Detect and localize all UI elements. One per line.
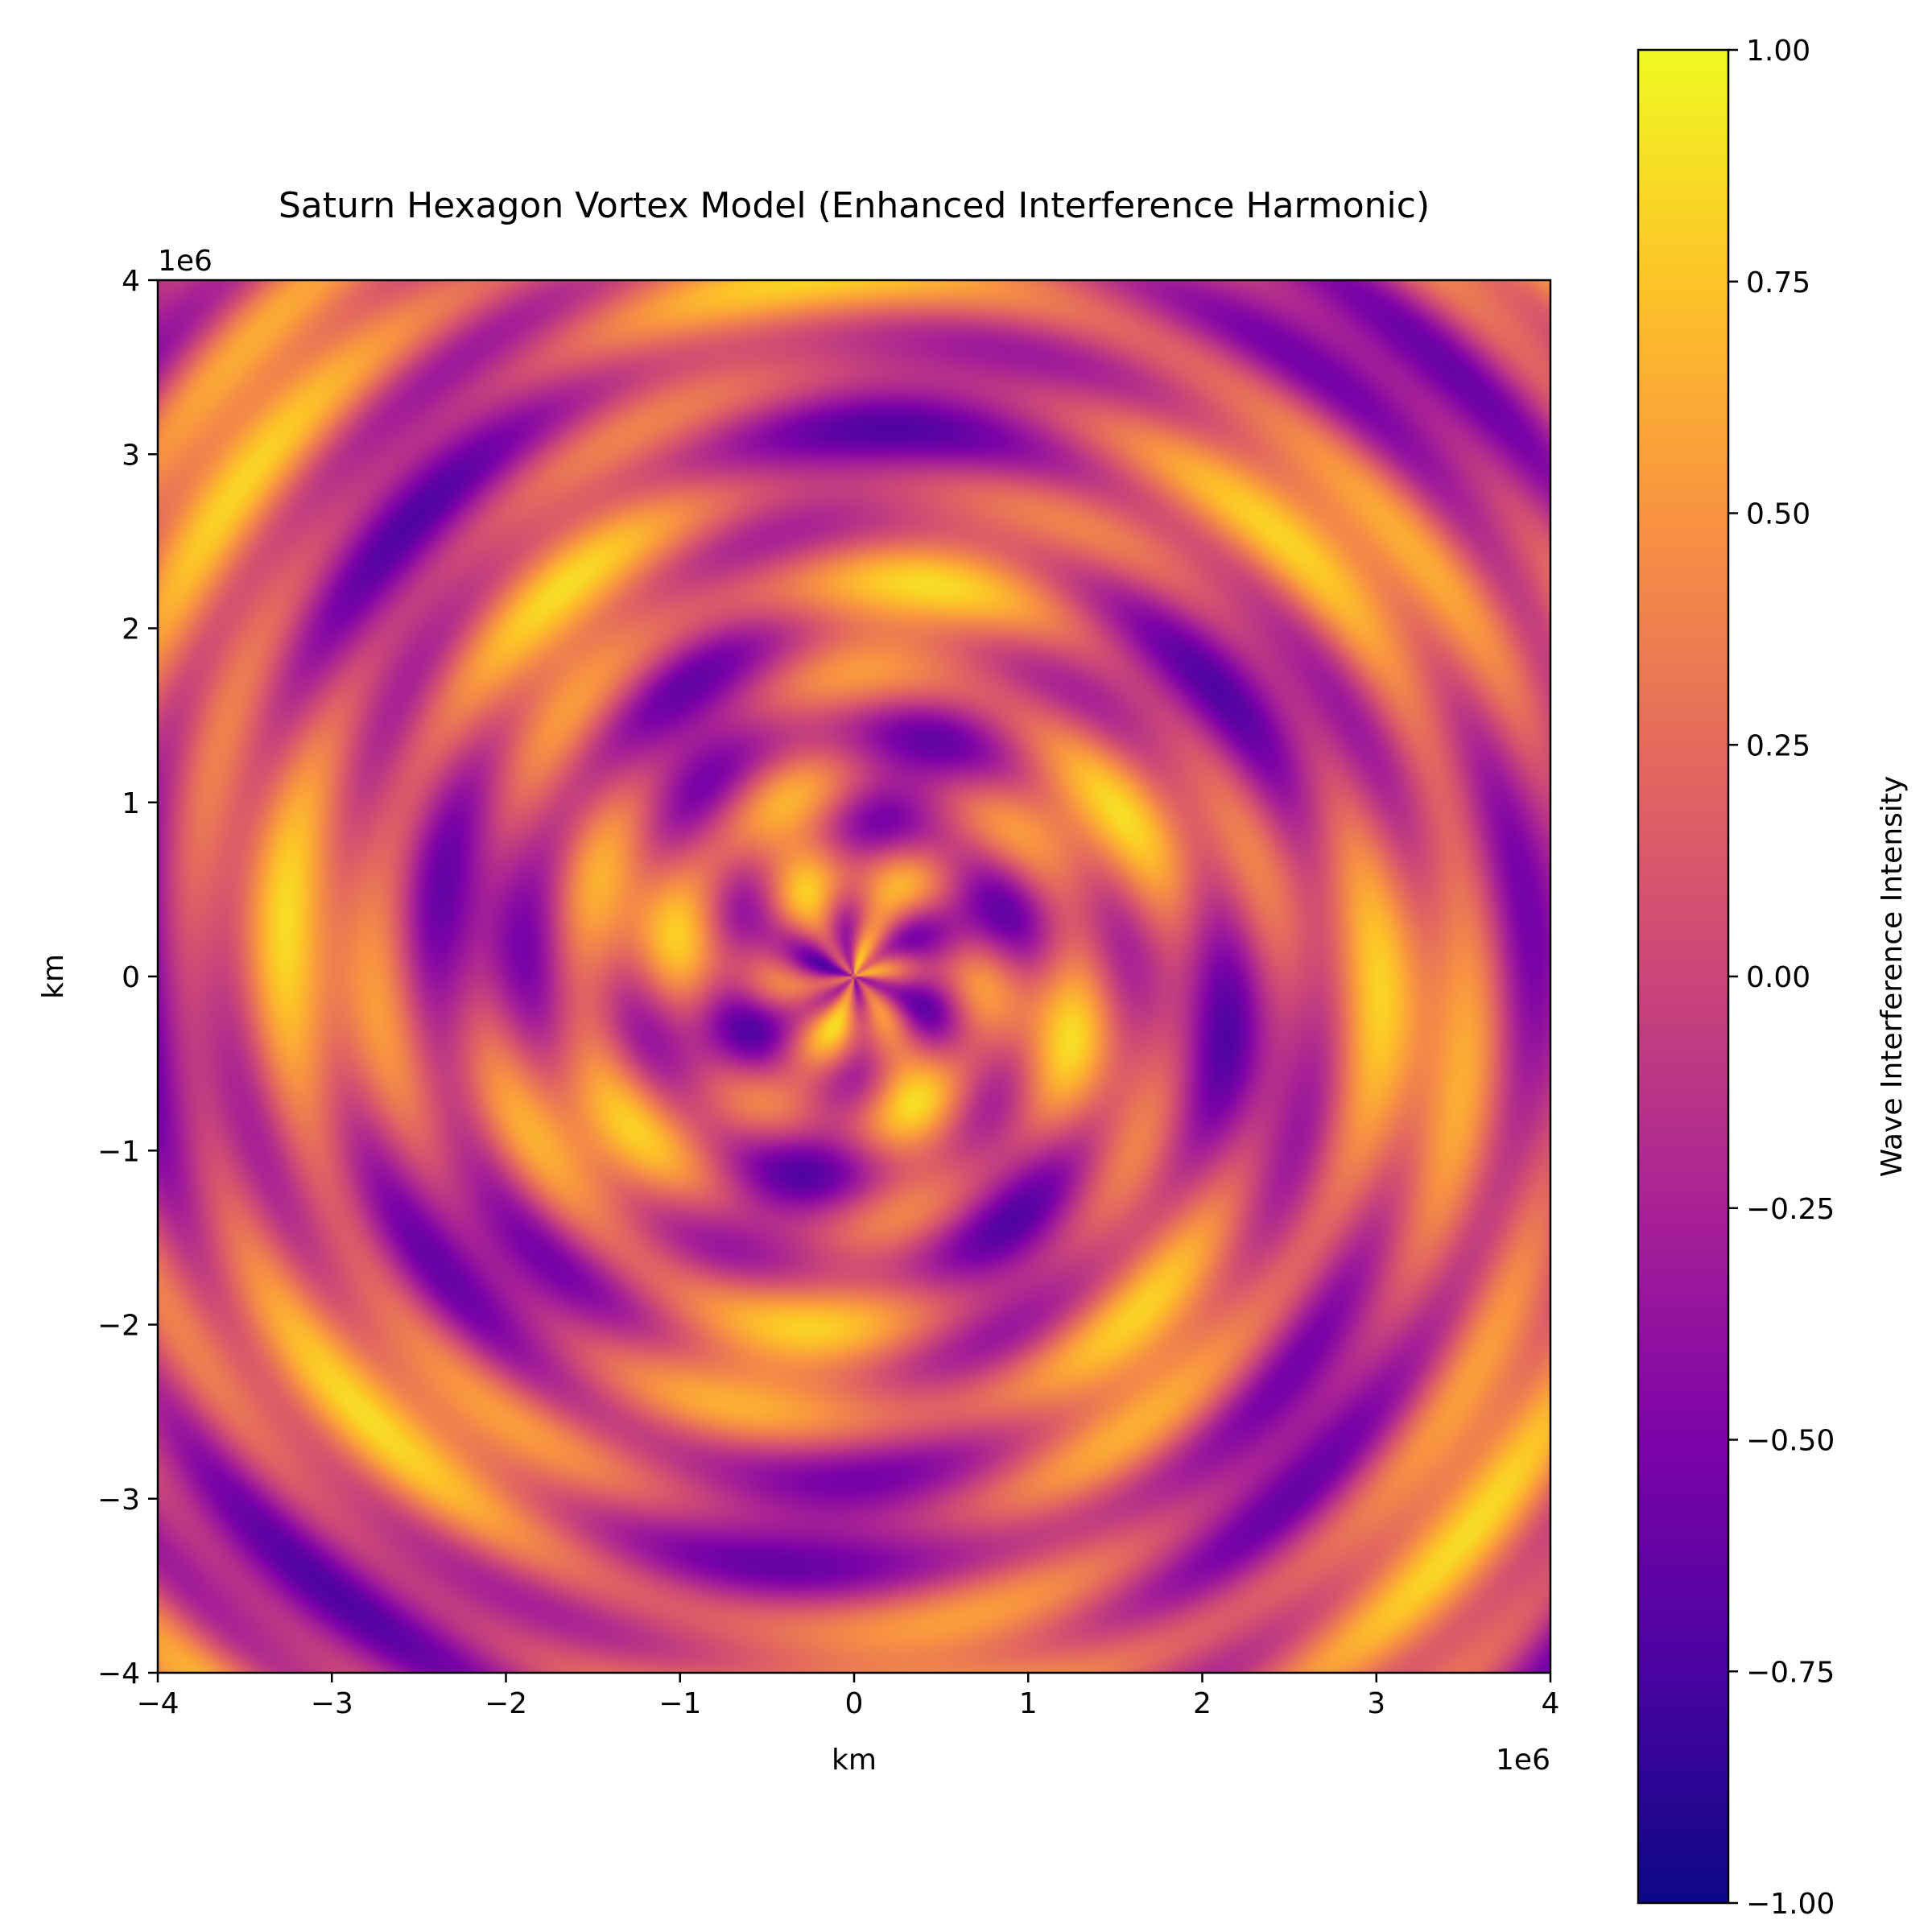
chart-title: Saturn Hexagon Vortex Model (Enhanced In… <box>279 185 1430 226</box>
y-tick-label: 3 <box>122 439 140 472</box>
y-axis-ticks: −4 −3 −2 −1 0 1 2 3 4 <box>97 265 158 1690</box>
plot-frame <box>156 279 1552 1674</box>
y-tick-label: 4 <box>122 265 140 298</box>
x-tick-label: 1 <box>1019 1687 1038 1720</box>
y-offset-label: 1e6 <box>158 245 213 278</box>
colorbar-tick-label: 0.50 <box>1746 498 1810 531</box>
y-tick-label: −4 <box>97 1657 140 1690</box>
x-tick-label: −1 <box>658 1687 701 1720</box>
colorbar-tick-label: 0.75 <box>1746 266 1810 299</box>
x-tick-label: 2 <box>1193 1687 1212 1720</box>
x-offset-label: 1e6 <box>1496 1744 1550 1777</box>
x-axis-ticks: −4 −3 −2 −1 0 1 2 3 4 <box>136 1673 1559 1720</box>
x-tick-label: −3 <box>311 1687 353 1720</box>
y-tick-label: 1 <box>122 787 140 820</box>
colorbar-tick-label: −0.25 <box>1746 1193 1835 1226</box>
x-tick-label: 3 <box>1367 1687 1385 1720</box>
y-tick-label: −3 <box>97 1484 140 1517</box>
y-tick-label: 2 <box>122 613 140 646</box>
colorbar-tick-label: 0.25 <box>1746 729 1810 762</box>
x-tick-label: −4 <box>136 1687 179 1720</box>
x-tick-label: 0 <box>845 1687 864 1720</box>
x-tick-label: 4 <box>1542 1687 1560 1720</box>
y-tick-label: 0 <box>122 961 140 994</box>
colorbar-tick-label: −0.50 <box>1746 1425 1835 1458</box>
colorbar-frame <box>1637 48 1730 1905</box>
y-tick-label: −1 <box>97 1135 140 1168</box>
x-axis-label: km <box>832 1744 877 1777</box>
colorbar-tick-label: 1.00 <box>1746 35 1810 68</box>
colorbar-tick-label: 0.00 <box>1746 961 1810 994</box>
y-tick-label: −2 <box>97 1310 140 1343</box>
colorbar-label: Wave Interference Intensity <box>1876 776 1909 1178</box>
colorbar-gradient <box>1638 50 1728 1903</box>
x-tick-label: −2 <box>485 1687 527 1720</box>
y-axis-label: km <box>37 954 70 999</box>
colorbar-tick-label: −1.00 <box>1746 1888 1835 1921</box>
colorbar-tick-label: −0.75 <box>1746 1656 1835 1689</box>
colorbar-ticks: −1.00 −0.75 −0.50 −0.25 0.00 0.25 0.50 0.75 1.00 <box>1728 35 1835 1921</box>
heatmap-image <box>158 280 1550 1673</box>
